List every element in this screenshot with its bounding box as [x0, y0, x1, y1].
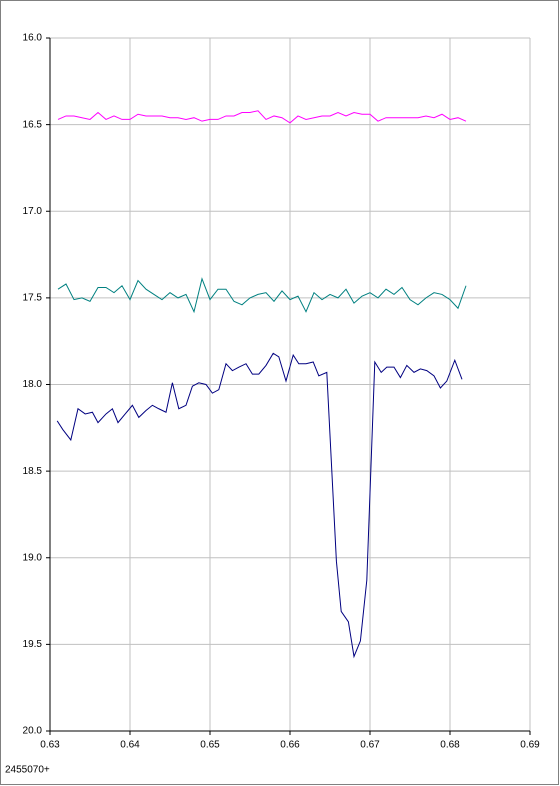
y-tick-label: 19.0 — [23, 552, 43, 563]
y-tick-label: 18.5 — [23, 466, 43, 477]
x-tick-label: 0.64 — [120, 740, 140, 751]
series-line — [57, 277, 467, 314]
y-tick-label: 16.5 — [23, 119, 43, 130]
y-tick-label: 20.0 — [23, 726, 43, 737]
x-tick-label: 0.68 — [440, 740, 460, 751]
x-tick-label: 0.65 — [200, 740, 220, 751]
x-tick-label: 0.66 — [280, 740, 300, 751]
series-line — [57, 110, 467, 124]
series-line — [56, 352, 463, 659]
y-tick-label: 18.0 — [23, 379, 43, 390]
y-tick-label: 17.0 — [23, 206, 43, 217]
y-tick-label: 19.5 — [23, 639, 43, 650]
x-tick-label: 0.63 — [40, 740, 60, 751]
x-axis-label: 2455070+ — [5, 765, 50, 776]
y-tick-label: 17.5 — [23, 293, 43, 304]
y-tick-label: 16.0 — [23, 33, 43, 44]
x-tick-label: 0.69 — [520, 740, 540, 751]
x-tick-label: 0.67 — [360, 740, 380, 751]
